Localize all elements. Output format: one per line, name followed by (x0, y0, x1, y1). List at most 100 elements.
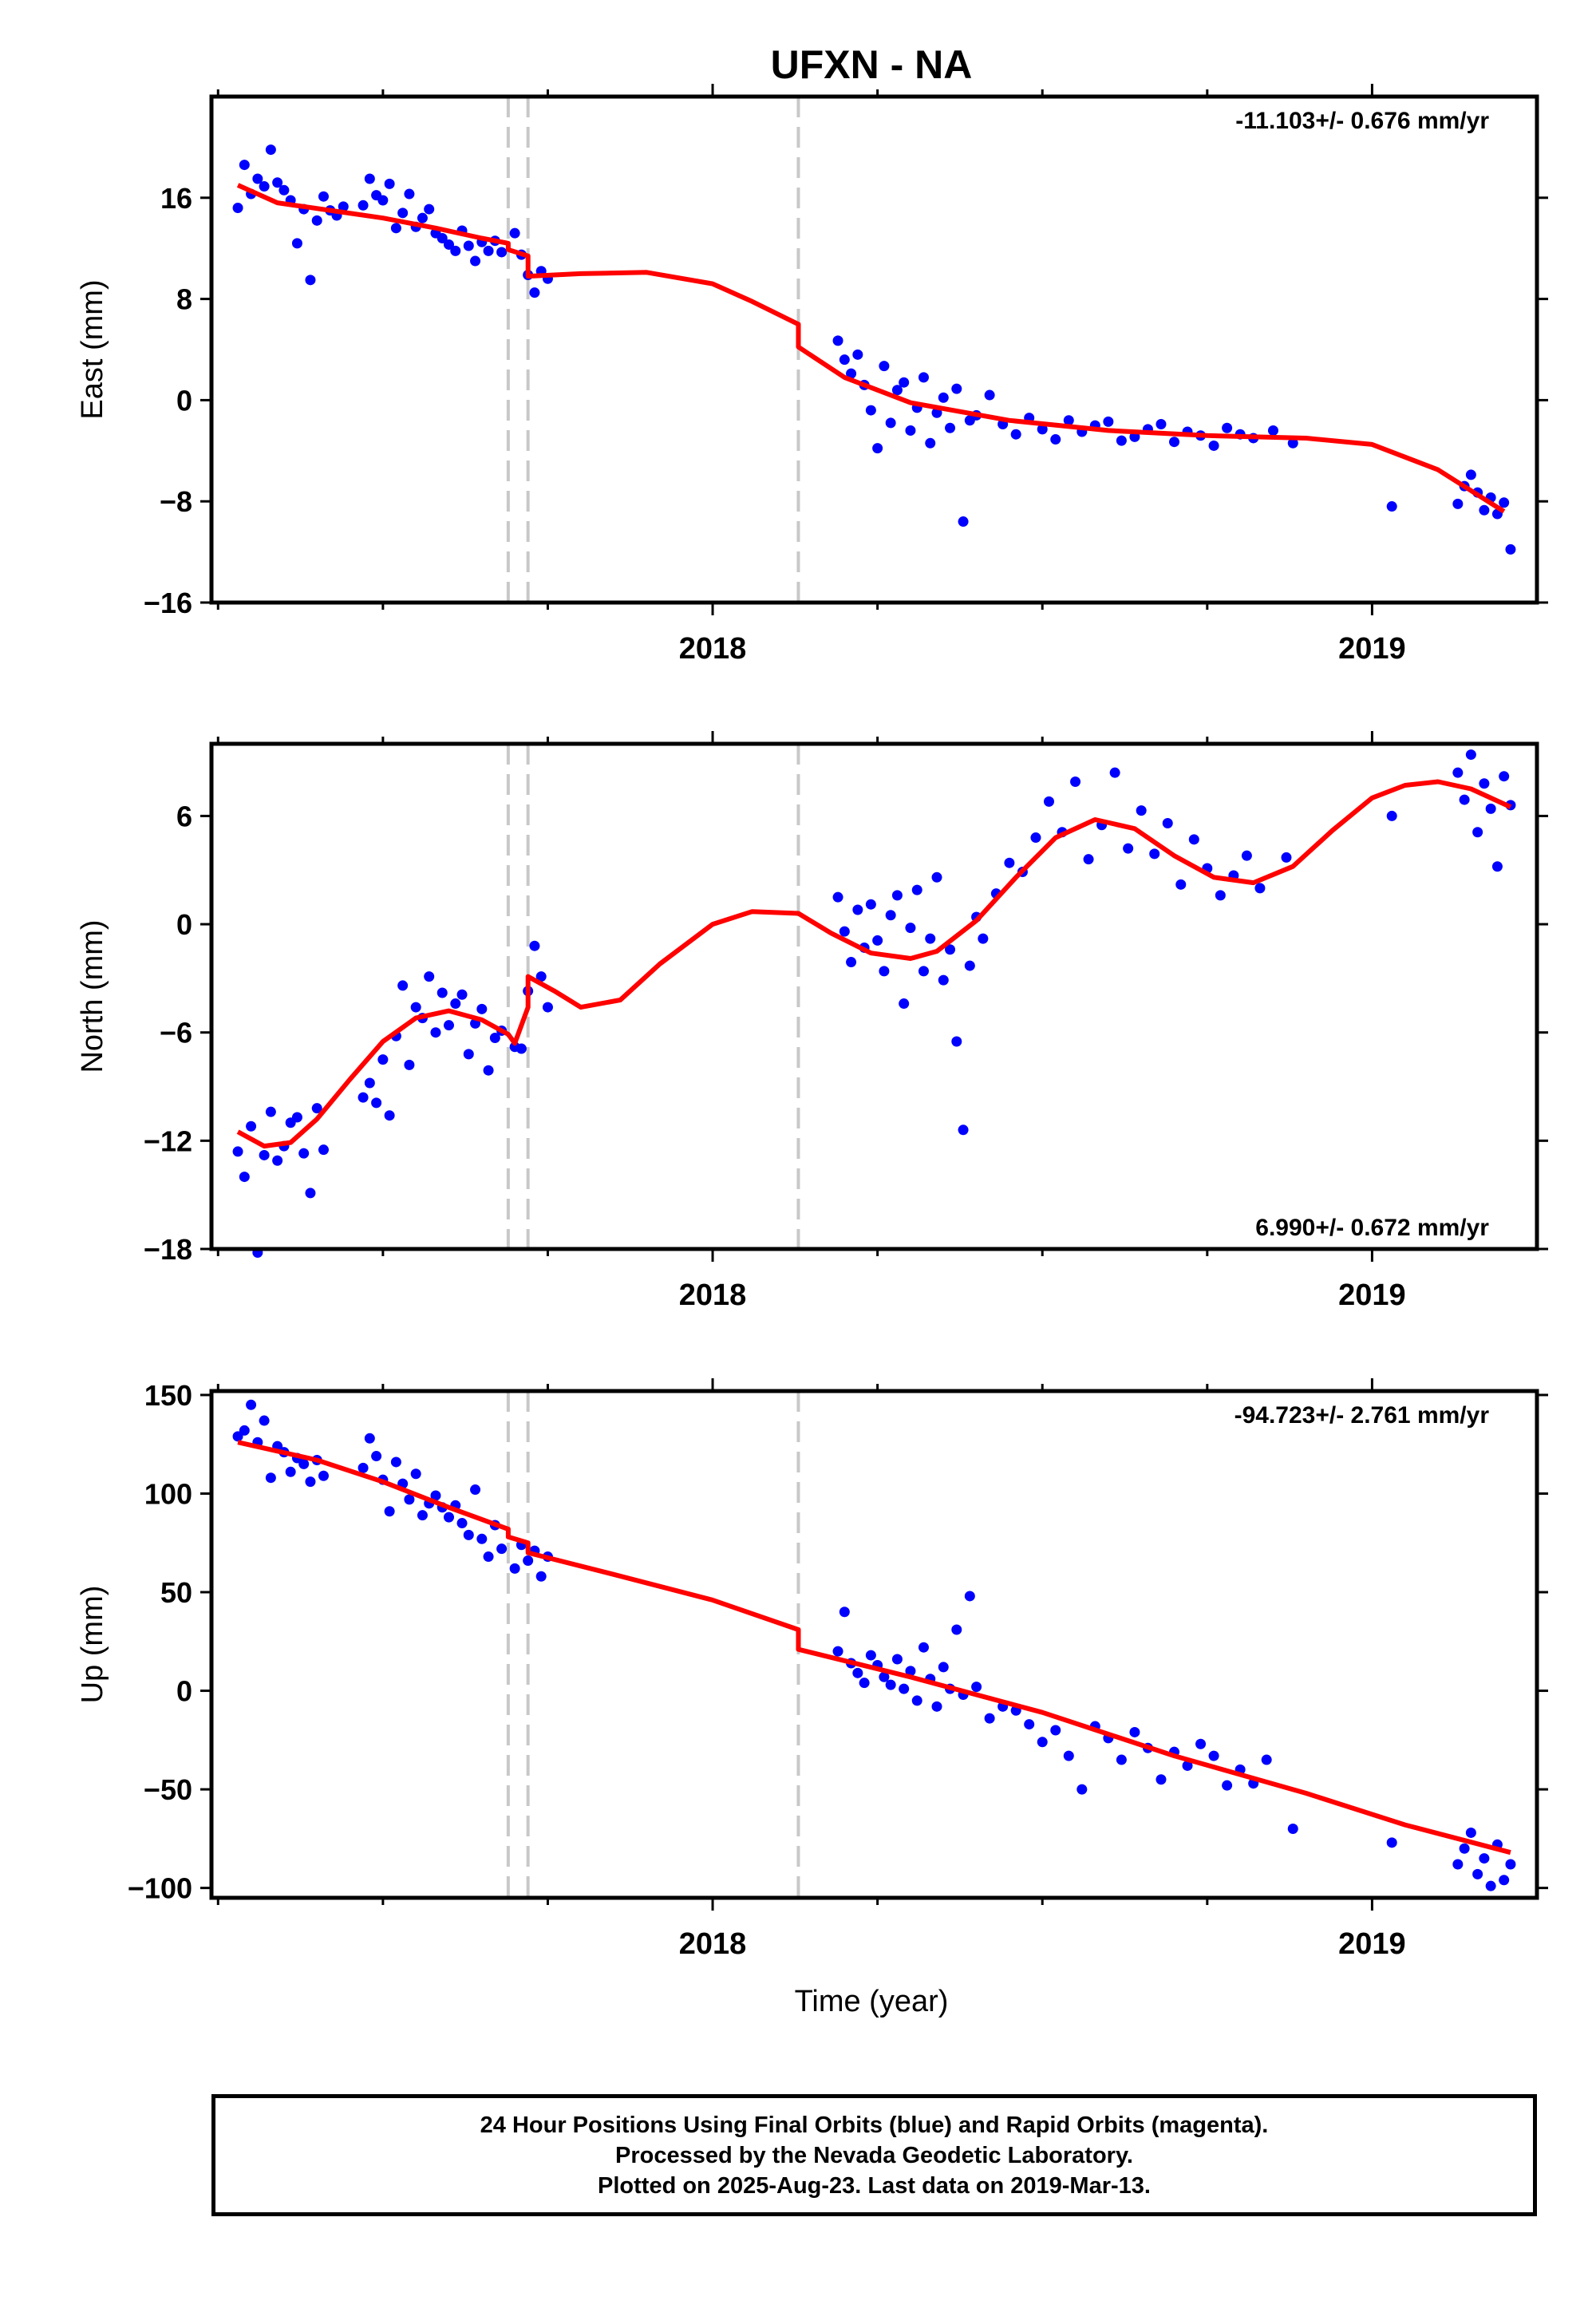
north-data-point (945, 944, 956, 955)
up-data-point (1182, 1760, 1193, 1771)
east-data-point (1465, 469, 1476, 480)
east-data-point (424, 204, 435, 215)
east-y-tick-label: −16 (144, 587, 192, 619)
north-data-point (1149, 848, 1160, 860)
north-data-point (964, 960, 975, 971)
up-data-point (911, 1695, 922, 1706)
north-data-point (1175, 879, 1187, 890)
up-data-point (298, 1458, 310, 1469)
north-data-point (239, 1172, 250, 1183)
footer-line-1: 24 Hour Positions Using Final Orbits (bl… (480, 2112, 1269, 2138)
north-data-point (911, 884, 922, 895)
up-data-point (964, 1591, 975, 1602)
east-data-point (945, 422, 956, 433)
up-plot-frame (209, 1389, 1539, 1900)
up-data-point (476, 1533, 488, 1544)
north-data-point (872, 935, 883, 946)
east-data-point (265, 144, 276, 156)
north-data-point (1485, 803, 1496, 814)
up-data-point (1063, 1750, 1074, 1761)
east-data-point (872, 443, 883, 454)
up-y-tick-label: −100 (128, 1872, 192, 1905)
up-y-tick-label: 100 (144, 1477, 192, 1510)
up-data-point (404, 1494, 415, 1505)
east-data-point (259, 181, 270, 192)
up-data-point (410, 1468, 421, 1480)
east-data-point (846, 368, 857, 379)
up-data-point (246, 1399, 257, 1410)
north-data-point (1070, 776, 1081, 787)
north-data-point (879, 966, 890, 977)
east-rate-label: -11.103+/- 0.676 mm/yr (1235, 108, 1489, 134)
up-data-point (1459, 1843, 1470, 1854)
up-data-point (1505, 1859, 1516, 1870)
north-data-point (1136, 805, 1147, 816)
east-data-point (958, 516, 969, 528)
up-data-point (443, 1512, 454, 1523)
north-data-point (410, 1002, 421, 1013)
up-data-point (1472, 1868, 1483, 1879)
east-data-point (377, 195, 389, 206)
up-data-point (285, 1466, 296, 1477)
up-data-point (265, 1472, 276, 1484)
north-data-point (1215, 890, 1226, 901)
east-y-tick-label: 8 (176, 283, 192, 316)
up-data-point (1037, 1737, 1048, 1748)
up-data-point (865, 1650, 876, 1661)
north-data-point (265, 1106, 276, 1117)
north-y-tick-label: 6 (176, 800, 192, 832)
east-data-point (865, 405, 876, 416)
east-data-point (852, 349, 863, 360)
north-data-point (1499, 771, 1510, 782)
east-x-tick-label: 2019 (1338, 632, 1406, 666)
north-data-point (358, 1092, 369, 1103)
east-model-line (236, 183, 1506, 514)
north-data-point (1241, 850, 1252, 861)
east-y-tick-label: 0 (176, 384, 192, 417)
up-data-point (1222, 1780, 1233, 1791)
north-data-point (259, 1149, 270, 1160)
up-data-point (1024, 1719, 1035, 1730)
north-data-point (1386, 810, 1397, 821)
north-data-point (1281, 852, 1292, 863)
east-data-point (1386, 501, 1397, 512)
east-data-point (839, 354, 850, 366)
east-data-point (364, 173, 375, 184)
up-data-point (1050, 1725, 1061, 1736)
x-axis-label: Time (year) (795, 1985, 949, 2018)
east-y-tick-label: 16 (160, 182, 192, 215)
north-rate-label: 6.990+/- 0.672 mm/yr (1255, 1215, 1489, 1241)
east-data-point (891, 385, 903, 396)
east-y-tick-label: −8 (160, 485, 192, 518)
up-data-point (509, 1563, 520, 1574)
up-data-point (1479, 1853, 1490, 1864)
up-data-point (1156, 1774, 1167, 1785)
north-y-tick-label: −18 (144, 1233, 192, 1266)
up-data-point (1386, 1837, 1397, 1848)
east-data-point (984, 389, 995, 401)
up-data-point (1452, 1859, 1464, 1870)
north-data-point (1043, 796, 1054, 807)
east-data-point (1287, 437, 1298, 449)
north-data-point (951, 1036, 962, 1047)
east-data-point (239, 160, 250, 171)
east-data-point (311, 215, 322, 226)
north-data-point (885, 910, 896, 921)
north-data-point (1254, 883, 1266, 894)
footer-box: 24 Hour Positions Using Final Orbits (bl… (211, 2094, 1537, 2216)
north-data-point (516, 1043, 527, 1054)
north-data-point (430, 1027, 441, 1038)
east-data-point (509, 227, 520, 239)
up-data-point (1287, 1824, 1298, 1835)
up-data-point (232, 1431, 243, 1442)
north-data-point (397, 980, 409, 991)
east-data-point (925, 437, 936, 449)
up-data-point (832, 1646, 843, 1657)
north-x-tick-label: 2018 (679, 1279, 747, 1312)
east-data-point (390, 223, 401, 234)
up-data-point (1499, 1875, 1510, 1886)
east-data-point (879, 361, 890, 372)
north-data-point (291, 1112, 302, 1123)
north-data-point (1030, 832, 1041, 844)
east-data-point (1156, 419, 1167, 430)
